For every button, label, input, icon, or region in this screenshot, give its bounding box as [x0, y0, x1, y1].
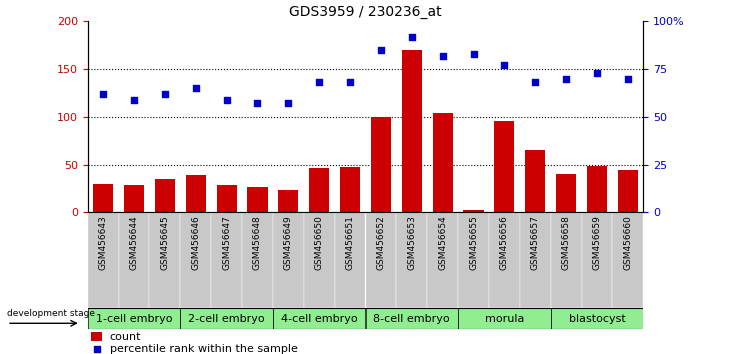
Point	[221, 97, 232, 102]
Text: GSM456648: GSM456648	[253, 215, 262, 270]
Point	[437, 53, 449, 58]
Bar	[489, 212, 520, 308]
Point	[560, 76, 572, 81]
Text: GSM456645: GSM456645	[160, 215, 170, 270]
Bar	[458, 308, 550, 329]
Point	[159, 91, 171, 97]
Bar	[181, 308, 273, 329]
Text: GSM456646: GSM456646	[192, 215, 200, 270]
Bar	[433, 113, 452, 212]
Bar	[91, 332, 102, 341]
Point	[529, 80, 541, 85]
Text: GSM456649: GSM456649	[284, 215, 293, 270]
Bar	[242, 212, 273, 308]
Bar	[427, 212, 458, 308]
Title: GDS3959 / 230236_at: GDS3959 / 230236_at	[289, 5, 442, 19]
Bar	[88, 212, 118, 308]
Bar	[273, 308, 366, 329]
Point	[91, 346, 102, 352]
Point	[622, 76, 634, 81]
Bar	[520, 212, 550, 308]
Point	[128, 97, 140, 102]
Bar	[181, 212, 211, 308]
Text: morula: morula	[485, 314, 524, 324]
Text: GSM456653: GSM456653	[407, 215, 416, 270]
Text: GSM456654: GSM456654	[438, 215, 447, 270]
Text: development stage: development stage	[7, 309, 95, 319]
Bar	[402, 50, 422, 212]
Bar	[550, 212, 582, 308]
Text: GSM456658: GSM456658	[561, 215, 571, 270]
Point	[344, 80, 356, 85]
Bar	[556, 174, 576, 212]
Text: 2-cell embryo: 2-cell embryo	[189, 314, 265, 324]
Point	[314, 80, 325, 85]
Bar	[211, 212, 242, 308]
Text: GSM456657: GSM456657	[531, 215, 539, 270]
Bar	[186, 175, 206, 212]
Text: GSM456643: GSM456643	[99, 215, 107, 270]
Bar	[304, 212, 335, 308]
Point	[591, 70, 603, 76]
Point	[406, 34, 417, 39]
Bar	[458, 212, 489, 308]
Bar	[118, 212, 149, 308]
Bar	[335, 212, 366, 308]
Bar	[93, 184, 113, 212]
Bar	[587, 166, 607, 212]
Text: blastocyst: blastocyst	[569, 314, 625, 324]
Bar	[88, 308, 181, 329]
Bar	[371, 117, 391, 212]
Text: 8-cell embryo: 8-cell embryo	[374, 314, 450, 324]
Bar	[216, 185, 237, 212]
Bar	[366, 308, 458, 329]
Bar	[273, 212, 304, 308]
Point	[251, 101, 263, 106]
Bar	[582, 212, 613, 308]
Text: GSM456651: GSM456651	[346, 215, 355, 270]
Point	[375, 47, 387, 53]
Text: GSM456652: GSM456652	[376, 215, 385, 270]
Bar	[279, 190, 298, 212]
Bar	[525, 150, 545, 212]
Text: 1-cell embryo: 1-cell embryo	[96, 314, 173, 324]
Bar	[494, 121, 515, 212]
Text: GSM456656: GSM456656	[500, 215, 509, 270]
Bar	[550, 308, 643, 329]
Text: GSM456644: GSM456644	[129, 215, 138, 270]
Bar	[149, 212, 181, 308]
Text: GSM456647: GSM456647	[222, 215, 231, 270]
Bar	[613, 212, 643, 308]
Bar	[340, 167, 360, 212]
Bar	[124, 185, 144, 212]
Bar	[155, 179, 175, 212]
Text: percentile rank within the sample: percentile rank within the sample	[110, 343, 298, 354]
Text: GSM456655: GSM456655	[469, 215, 478, 270]
Bar	[309, 169, 329, 212]
Bar	[396, 212, 427, 308]
Text: GSM456659: GSM456659	[593, 215, 602, 270]
Point	[190, 85, 202, 91]
Bar	[366, 212, 396, 308]
Text: 4-cell embryo: 4-cell embryo	[281, 314, 357, 324]
Point	[468, 51, 480, 57]
Point	[499, 62, 510, 68]
Bar	[463, 211, 484, 212]
Bar	[618, 170, 638, 212]
Text: GSM456650: GSM456650	[315, 215, 324, 270]
Point	[97, 91, 109, 97]
Text: GSM456660: GSM456660	[624, 215, 632, 270]
Point	[282, 101, 294, 106]
Bar	[247, 187, 268, 212]
Text: count: count	[110, 332, 141, 342]
